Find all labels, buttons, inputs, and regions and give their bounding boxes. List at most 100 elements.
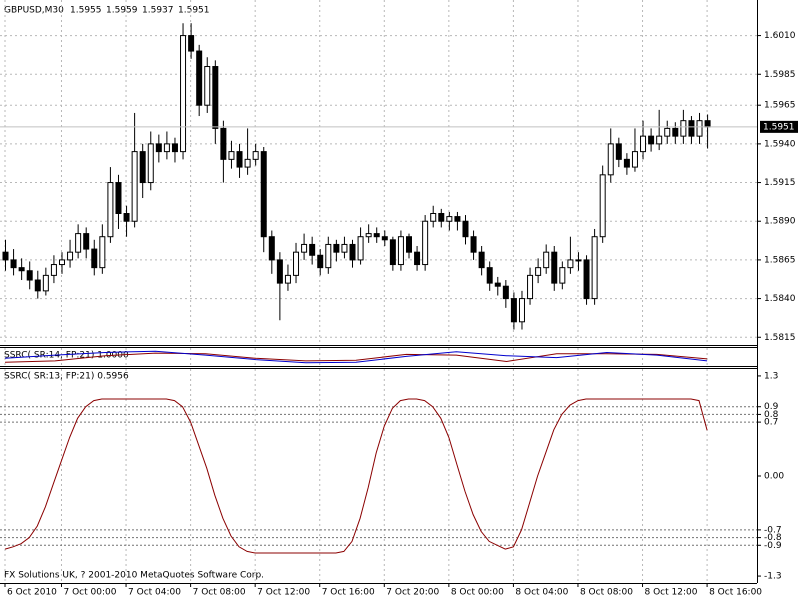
y-tick-label: 1.5965 — [764, 101, 796, 111]
candle-body — [430, 212, 437, 222]
candle — [284, 264, 291, 291]
x-tick-label: 7 Oct 16:00 — [322, 588, 375, 598]
candle-body — [180, 35, 187, 153]
candle-body — [486, 267, 493, 284]
x-tick-label: 8 Oct 12:00 — [645, 588, 698, 598]
candle-body — [478, 251, 485, 269]
candle-body — [438, 212, 445, 222]
candle — [446, 211, 453, 231]
high-value: 1.5959 — [106, 6, 138, 16]
candle — [607, 128, 614, 183]
y-tick-label: 1.3 — [764, 371, 778, 381]
price-tag — [760, 120, 798, 133]
y-tick-label: 1.6010 — [764, 31, 796, 41]
candle-body — [220, 127, 227, 160]
candle — [518, 290, 525, 330]
candle-body — [631, 151, 638, 168]
candle-body — [704, 120, 711, 128]
candle-body — [559, 267, 566, 284]
candle-body — [575, 259, 582, 262]
candle — [438, 208, 445, 228]
indicator-title: SSRC( SR:13, FP:21) 0.5956 — [4, 372, 129, 382]
candle-body — [268, 236, 275, 261]
candle — [357, 227, 364, 265]
candle — [631, 128, 638, 172]
candle — [180, 23, 187, 160]
candle — [559, 261, 566, 290]
y-tick-label: 0.7 — [764, 418, 778, 428]
candle-body — [252, 151, 259, 160]
candle-body — [10, 259, 17, 269]
candle — [317, 249, 324, 276]
candle-body — [50, 264, 57, 276]
y-tick-label: 1.5890 — [764, 217, 796, 227]
candle — [163, 131, 170, 160]
candle-body — [75, 233, 82, 253]
candle-body — [543, 251, 550, 269]
candle-body — [527, 274, 534, 300]
candle — [599, 165, 606, 243]
indicator-line — [4, 350, 708, 364]
candle — [688, 116, 695, 144]
candle — [365, 224, 372, 243]
candle-body — [591, 236, 598, 300]
price-tag-label: 1.5951 — [763, 122, 795, 132]
candle — [373, 227, 380, 243]
candle-body — [26, 270, 33, 281]
candle-body — [228, 151, 235, 160]
candle — [2, 239, 9, 271]
candle-body — [672, 127, 679, 137]
candle — [58, 252, 65, 274]
candle-body — [123, 212, 130, 222]
candle-body — [301, 243, 308, 253]
candle — [567, 236, 574, 274]
candle-body — [518, 298, 525, 323]
candle — [236, 143, 243, 178]
candle — [494, 276, 501, 296]
candle — [454, 211, 461, 231]
candle-body — [309, 243, 316, 256]
candle — [591, 228, 598, 305]
candle — [656, 109, 663, 151]
y-tick-label: -0.9 — [764, 541, 782, 551]
candle-body — [163, 143, 170, 153]
candle — [260, 146, 267, 253]
candle-body — [284, 274, 291, 284]
candle-body — [373, 233, 380, 238]
candle-body — [664, 127, 671, 137]
candle — [575, 252, 582, 271]
y-tick-label: 1.5815 — [764, 333, 796, 343]
candle-body — [599, 174, 606, 238]
candle — [535, 258, 542, 284]
candle — [414, 245, 421, 271]
candle-body — [42, 274, 49, 292]
y-tick-label: 1.5915 — [764, 178, 796, 188]
candle — [349, 239, 356, 268]
x-tick-label: 8 Oct 04:00 — [515, 588, 568, 598]
candle-body — [623, 158, 630, 168]
candle — [510, 292, 517, 330]
candle-body — [381, 236, 388, 241]
candle-body — [583, 259, 590, 300]
candle — [83, 227, 90, 259]
candle — [325, 236, 332, 274]
candle-body — [615, 143, 622, 160]
candle — [276, 252, 283, 321]
candle-body — [607, 143, 614, 176]
y-tick-label: 1.5940 — [764, 139, 796, 149]
candle-body — [147, 143, 154, 184]
candle-body — [155, 143, 162, 153]
candle-body — [680, 120, 687, 137]
candle-body — [276, 259, 283, 284]
candle — [664, 120, 671, 144]
candle-body — [688, 120, 695, 137]
x-tick-label: 8 Oct 08:00 — [580, 588, 633, 598]
indicator-title: SSRC( SR:14, FP:21) 1.0000 — [4, 351, 129, 361]
candle-body — [357, 236, 364, 261]
close-value: 1.5951 — [178, 6, 210, 16]
candle — [333, 239, 340, 262]
candle-body — [107, 182, 114, 238]
candle-body — [58, 259, 65, 266]
candle-body — [204, 66, 211, 106]
